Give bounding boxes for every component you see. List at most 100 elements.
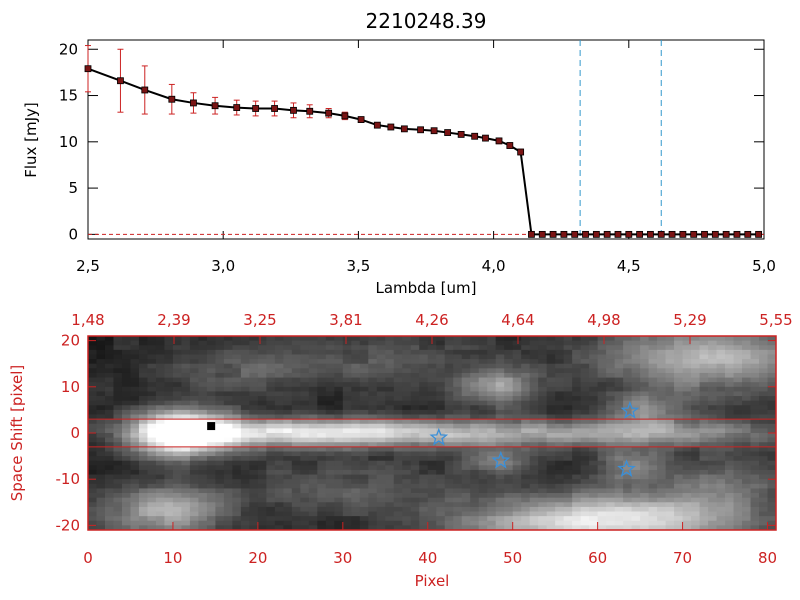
heatmap-cell — [512, 345, 522, 351]
flux-points — [84, 65, 762, 238]
heatmap-cell — [88, 405, 97, 411]
heatmap-cell — [249, 400, 259, 406]
heatmap-cell — [538, 456, 548, 462]
star-marker — [620, 401, 640, 419]
heatmap-cell — [461, 433, 471, 439]
heatmap-cell — [555, 382, 565, 388]
heatmap-cell — [614, 391, 624, 397]
heatmap-cell — [385, 465, 395, 471]
heatmap-cell — [130, 456, 140, 462]
heatmap-cell — [342, 363, 352, 369]
heatmap-cell — [113, 391, 123, 397]
heatmap-cell — [300, 474, 310, 480]
heatmap-cell — [716, 433, 726, 439]
heatmap-cell — [674, 465, 683, 471]
heatmap-cell — [402, 465, 412, 471]
heatmap-cell — [759, 502, 768, 508]
heatmap-cell — [648, 465, 658, 471]
heatmap-cell — [419, 419, 429, 425]
heatmap-cell — [529, 409, 539, 415]
heatmap-cell — [402, 372, 412, 378]
heatmap-cell — [257, 336, 267, 342]
heatmap-cell — [487, 363, 497, 369]
heatmap-cell — [521, 506, 531, 512]
heatmap-cell — [436, 377, 446, 383]
heatmap-cell — [308, 511, 318, 517]
heatmap-cell — [478, 433, 488, 439]
top-axis-tick-label: 1,48 — [71, 311, 104, 329]
heatmap-cell — [249, 502, 259, 508]
heatmap-cell — [104, 469, 114, 475]
heatmap-cell — [130, 442, 140, 448]
heatmap-cell — [529, 488, 539, 494]
heatmap-cell — [121, 456, 131, 462]
heatmap-cell — [198, 474, 208, 480]
heatmap-cell — [767, 419, 777, 425]
heatmap-cell — [640, 442, 649, 448]
heatmap-cell — [113, 520, 123, 526]
heatmap-cell — [682, 345, 692, 351]
heatmap-cell — [410, 345, 420, 351]
heatmap-cell — [461, 493, 471, 499]
heatmap-cell — [538, 437, 548, 443]
heatmap-cell — [351, 493, 361, 499]
heatmap-cell — [88, 345, 97, 351]
heatmap-cell — [419, 446, 429, 452]
heatmap-cell — [699, 382, 709, 388]
heatmap-cell — [113, 336, 123, 342]
heatmap-cell — [538, 386, 548, 392]
heatmap-cell — [597, 479, 607, 485]
heatmap-cell — [88, 419, 97, 425]
heatmap-cell — [317, 483, 327, 489]
heatmap-cell — [708, 525, 717, 531]
heatmap-cell — [393, 340, 403, 346]
heatmap-cell — [444, 349, 454, 355]
heatmap-cell — [385, 368, 395, 374]
heatmap-cell — [359, 520, 369, 526]
heatmap-cell — [563, 493, 573, 499]
heatmap-cell — [767, 414, 777, 420]
heatmap-cell — [155, 437, 165, 443]
heatmap-cell — [334, 405, 344, 411]
heatmap-cell — [121, 414, 131, 420]
heatmap-cell — [104, 456, 114, 462]
heatmap-cell — [767, 405, 777, 411]
heatmap-cell — [342, 382, 352, 388]
heatmap-cell — [147, 340, 157, 346]
top-x-tick-label: 3,5 — [346, 257, 370, 275]
heatmap-cell — [444, 525, 454, 531]
heatmap-cell — [648, 493, 658, 499]
heatmap-cell — [648, 520, 658, 526]
heatmap-cell — [631, 363, 641, 369]
heatmap-cell — [614, 525, 624, 531]
heatmap-cell — [410, 349, 420, 355]
heatmap-cell — [266, 456, 276, 462]
heatmap-cell — [164, 382, 174, 388]
heatmap-cell — [181, 493, 191, 499]
heatmap-cell — [682, 368, 692, 374]
heatmap-cell — [351, 405, 361, 411]
heatmap-cell — [606, 437, 616, 443]
heatmap-cell — [189, 405, 199, 411]
heatmap-cell — [325, 506, 335, 512]
heatmap-cell — [342, 442, 352, 448]
heatmap-cell — [529, 474, 539, 480]
heatmap-cell — [691, 474, 700, 480]
heatmap-cell — [733, 409, 743, 415]
heatmap-cell — [283, 442, 293, 448]
heatmap-cell — [342, 446, 352, 452]
heatmap-cell — [589, 372, 599, 378]
heatmap-cell — [606, 516, 616, 522]
heatmap-cell — [453, 382, 463, 388]
heatmap-cell — [529, 340, 539, 346]
heatmap-cell — [266, 354, 276, 360]
heatmap-cell — [563, 520, 573, 526]
heatmap-cell — [300, 483, 310, 489]
heatmap-cell — [155, 433, 165, 439]
heatmap-cell — [223, 409, 233, 415]
heatmap-cell — [317, 372, 327, 378]
heatmap-cell — [138, 483, 148, 489]
heatmap-cell — [155, 488, 165, 494]
heatmap-cell — [495, 419, 505, 425]
heatmap-cell — [172, 340, 182, 346]
